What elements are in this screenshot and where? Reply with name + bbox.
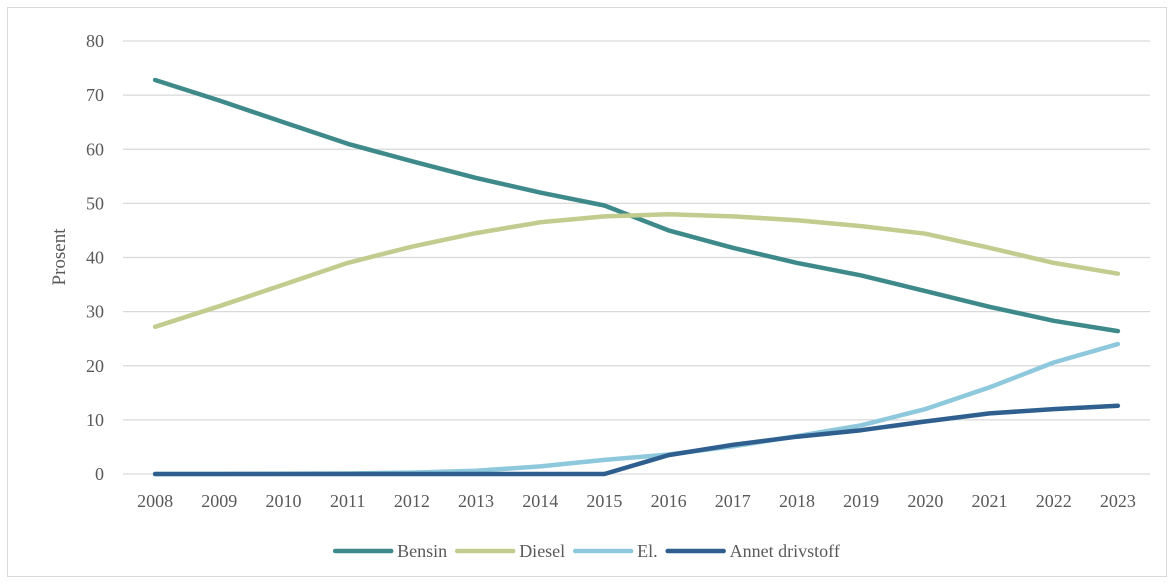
x-tick-label: 2022 bbox=[1036, 491, 1072, 511]
chart-frame bbox=[7, 7, 1167, 577]
x-tick-label: 2010 bbox=[265, 491, 301, 511]
y-tick-label: 20 bbox=[86, 356, 104, 376]
series-line-bensin bbox=[152, 77, 1121, 334]
legend: Bensin Diesel El. Annet drivstoff bbox=[332, 541, 840, 561]
legend-item: Annet drivstoff bbox=[665, 541, 840, 561]
legend-item: El. bbox=[572, 541, 658, 561]
y-axis-ticks: 0 10 20 30 40 50 60 70 80 bbox=[86, 31, 104, 484]
y-tick-label: 50 bbox=[86, 193, 104, 213]
y-tick-label: 0 bbox=[95, 464, 104, 484]
series-line-diesel bbox=[152, 211, 1121, 330]
x-tick-label: 2012 bbox=[394, 491, 430, 511]
x-tick-label: 2020 bbox=[907, 491, 943, 511]
legend-item: Bensin bbox=[332, 541, 447, 561]
series-lines bbox=[152, 77, 1121, 477]
legend-label: Bensin bbox=[397, 541, 447, 561]
x-tick-label: 2014 bbox=[522, 491, 558, 511]
x-tick-label: 2017 bbox=[715, 491, 751, 511]
y-tick-label: 10 bbox=[86, 410, 104, 430]
x-axis-ticks: 2008 2009 2010 2011 2012 2013 2014 2015 2016 2017… bbox=[137, 491, 1136, 511]
x-tick-label: 2008 bbox=[137, 491, 173, 511]
y-axis-title: Prosent bbox=[49, 228, 70, 286]
gridlines bbox=[123, 40, 1150, 475]
x-tick-label: 2021 bbox=[972, 491, 1008, 511]
legend-label: Annet drivstoff bbox=[730, 541, 840, 561]
y-tick-label: 70 bbox=[86, 85, 104, 105]
x-tick-label: 2011 bbox=[330, 491, 365, 511]
y-tick-label: 80 bbox=[86, 31, 104, 51]
legend-item: Diesel bbox=[454, 541, 565, 561]
legend-label: Diesel bbox=[519, 541, 565, 561]
x-tick-label: 2019 bbox=[843, 491, 879, 511]
x-tick-label: 2016 bbox=[651, 491, 687, 511]
x-tick-label: 2015 bbox=[586, 491, 622, 511]
legend-label: El. bbox=[637, 541, 658, 561]
y-tick-label: 40 bbox=[86, 248, 104, 268]
x-tick-label: 2013 bbox=[458, 491, 494, 511]
x-tick-label: 2023 bbox=[1100, 491, 1136, 511]
series-line-el bbox=[152, 341, 1121, 477]
series-line-annet-drivstoff bbox=[152, 403, 1121, 477]
y-tick-label: 30 bbox=[86, 302, 104, 322]
x-tick-label: 2018 bbox=[779, 491, 815, 511]
x-tick-label: 2009 bbox=[201, 491, 237, 511]
y-tick-label: 60 bbox=[86, 139, 104, 159]
